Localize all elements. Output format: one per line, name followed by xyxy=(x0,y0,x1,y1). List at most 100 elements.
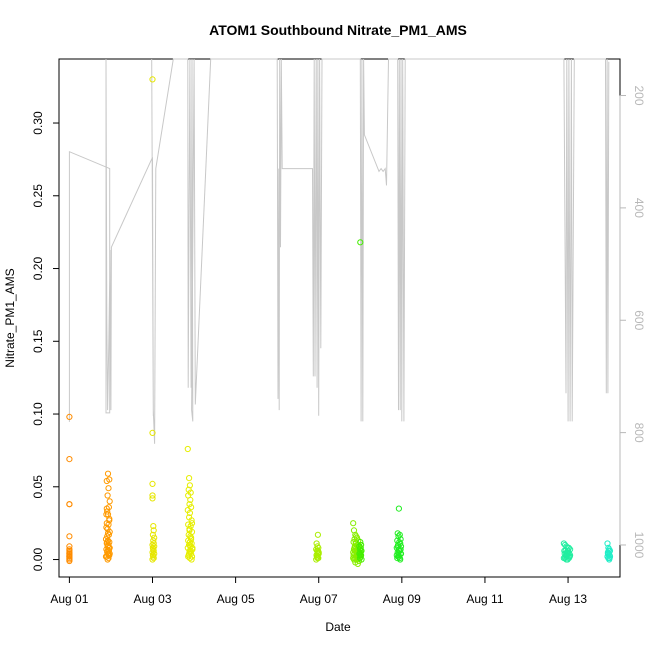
y-tick-label: 0.00 xyxy=(31,548,45,572)
data-point xyxy=(565,547,572,554)
data-point xyxy=(395,505,402,512)
x-tick-label: Aug 13 xyxy=(549,592,587,606)
data-point xyxy=(150,523,157,530)
data-point xyxy=(357,239,364,246)
data-point xyxy=(350,520,357,527)
data-point xyxy=(356,555,363,562)
data-point xyxy=(104,530,112,537)
data-point xyxy=(103,477,110,485)
data-point xyxy=(358,541,365,549)
data-point xyxy=(66,456,73,463)
data-point xyxy=(104,547,111,554)
data-point xyxy=(184,445,191,453)
data-point xyxy=(151,543,158,550)
x-tick-label: Aug 01 xyxy=(50,592,88,606)
data-point xyxy=(315,549,322,556)
data-point xyxy=(606,555,613,562)
data-point xyxy=(186,527,193,534)
data-point xyxy=(149,492,156,499)
data-point xyxy=(149,480,156,487)
data-point xyxy=(185,553,192,560)
data-point xyxy=(350,555,357,562)
data-point xyxy=(188,520,196,527)
data-point xyxy=(562,553,569,560)
data-point xyxy=(186,482,193,489)
data-point xyxy=(151,534,158,541)
y-tick-label: 0.25 xyxy=(31,184,45,208)
data-point xyxy=(149,549,156,556)
secondary-tick-label: 200 xyxy=(632,86,646,106)
secondary-tick-label: 1000 xyxy=(632,532,646,559)
data-point xyxy=(188,517,195,524)
data-point xyxy=(358,556,365,563)
data-point xyxy=(149,495,156,502)
y-tick-label: 0.05 xyxy=(31,475,45,499)
points-layer xyxy=(66,76,614,568)
data-point xyxy=(150,540,157,547)
data-point xyxy=(354,560,361,568)
data-point xyxy=(105,544,113,552)
secondary-tick-label: 400 xyxy=(632,198,646,218)
data-point xyxy=(103,524,110,531)
data-point xyxy=(396,531,403,538)
x-axis-label: Date xyxy=(325,620,351,634)
data-point xyxy=(104,492,111,499)
y-tick-label: 0.20 xyxy=(31,257,45,281)
x-tick-label: Aug 09 xyxy=(383,592,421,606)
data-point xyxy=(358,547,365,554)
data-point xyxy=(66,533,73,540)
data-point xyxy=(104,508,111,515)
data-point xyxy=(103,511,110,518)
data-point xyxy=(357,539,364,546)
data-point xyxy=(149,429,156,436)
x-axis: Aug 01 Aug 03 Aug 05 Aug 07 Aug 09 Aug 11 Aug … xyxy=(50,576,587,606)
data-point xyxy=(104,470,112,477)
data-point xyxy=(66,550,73,557)
data-point xyxy=(186,555,193,562)
data-point xyxy=(397,536,404,543)
data-point xyxy=(66,553,73,560)
data-point xyxy=(187,496,194,503)
y-axis-label: Nitrate_PM1_AMS xyxy=(3,268,17,367)
data-point xyxy=(150,555,157,562)
chart-title: ATOM1 Southbound Nitrate_PM1_AMS xyxy=(209,22,467,38)
data-point xyxy=(397,546,404,553)
secondary-tick-label: 600 xyxy=(632,310,646,330)
x-tick-label: Aug 03 xyxy=(133,592,171,606)
data-point xyxy=(106,515,113,522)
secondary-y-axis: 200 400 600 800 1000 xyxy=(619,86,646,559)
data-point xyxy=(106,498,113,505)
data-point xyxy=(104,539,111,546)
data-point xyxy=(186,501,193,508)
y-tick-label: 0.15 xyxy=(31,329,45,353)
data-point xyxy=(105,552,112,559)
data-point xyxy=(150,527,157,534)
data-point xyxy=(186,475,193,482)
data-point xyxy=(188,534,195,541)
data-point xyxy=(186,539,193,546)
altitude-layer xyxy=(68,58,610,444)
x-tick-label: Aug 07 xyxy=(300,592,338,606)
plot-frame xyxy=(58,58,621,578)
data-point xyxy=(396,555,403,562)
data-point xyxy=(66,501,73,508)
data-point xyxy=(314,555,321,562)
data-point xyxy=(105,485,112,492)
data-point xyxy=(186,541,193,549)
data-point xyxy=(605,547,612,554)
data-point xyxy=(563,550,570,557)
data-point xyxy=(149,76,156,83)
data-point xyxy=(186,509,193,517)
data-point xyxy=(149,531,156,538)
data-point xyxy=(356,546,363,553)
data-point xyxy=(357,552,364,559)
data-point xyxy=(187,523,194,530)
data-point xyxy=(314,531,321,538)
data-point xyxy=(66,557,73,565)
data-point xyxy=(66,543,73,550)
y-tick-label: 0.30 xyxy=(31,111,45,135)
data-point xyxy=(149,556,156,563)
data-point xyxy=(313,556,320,563)
data-point xyxy=(604,540,611,547)
